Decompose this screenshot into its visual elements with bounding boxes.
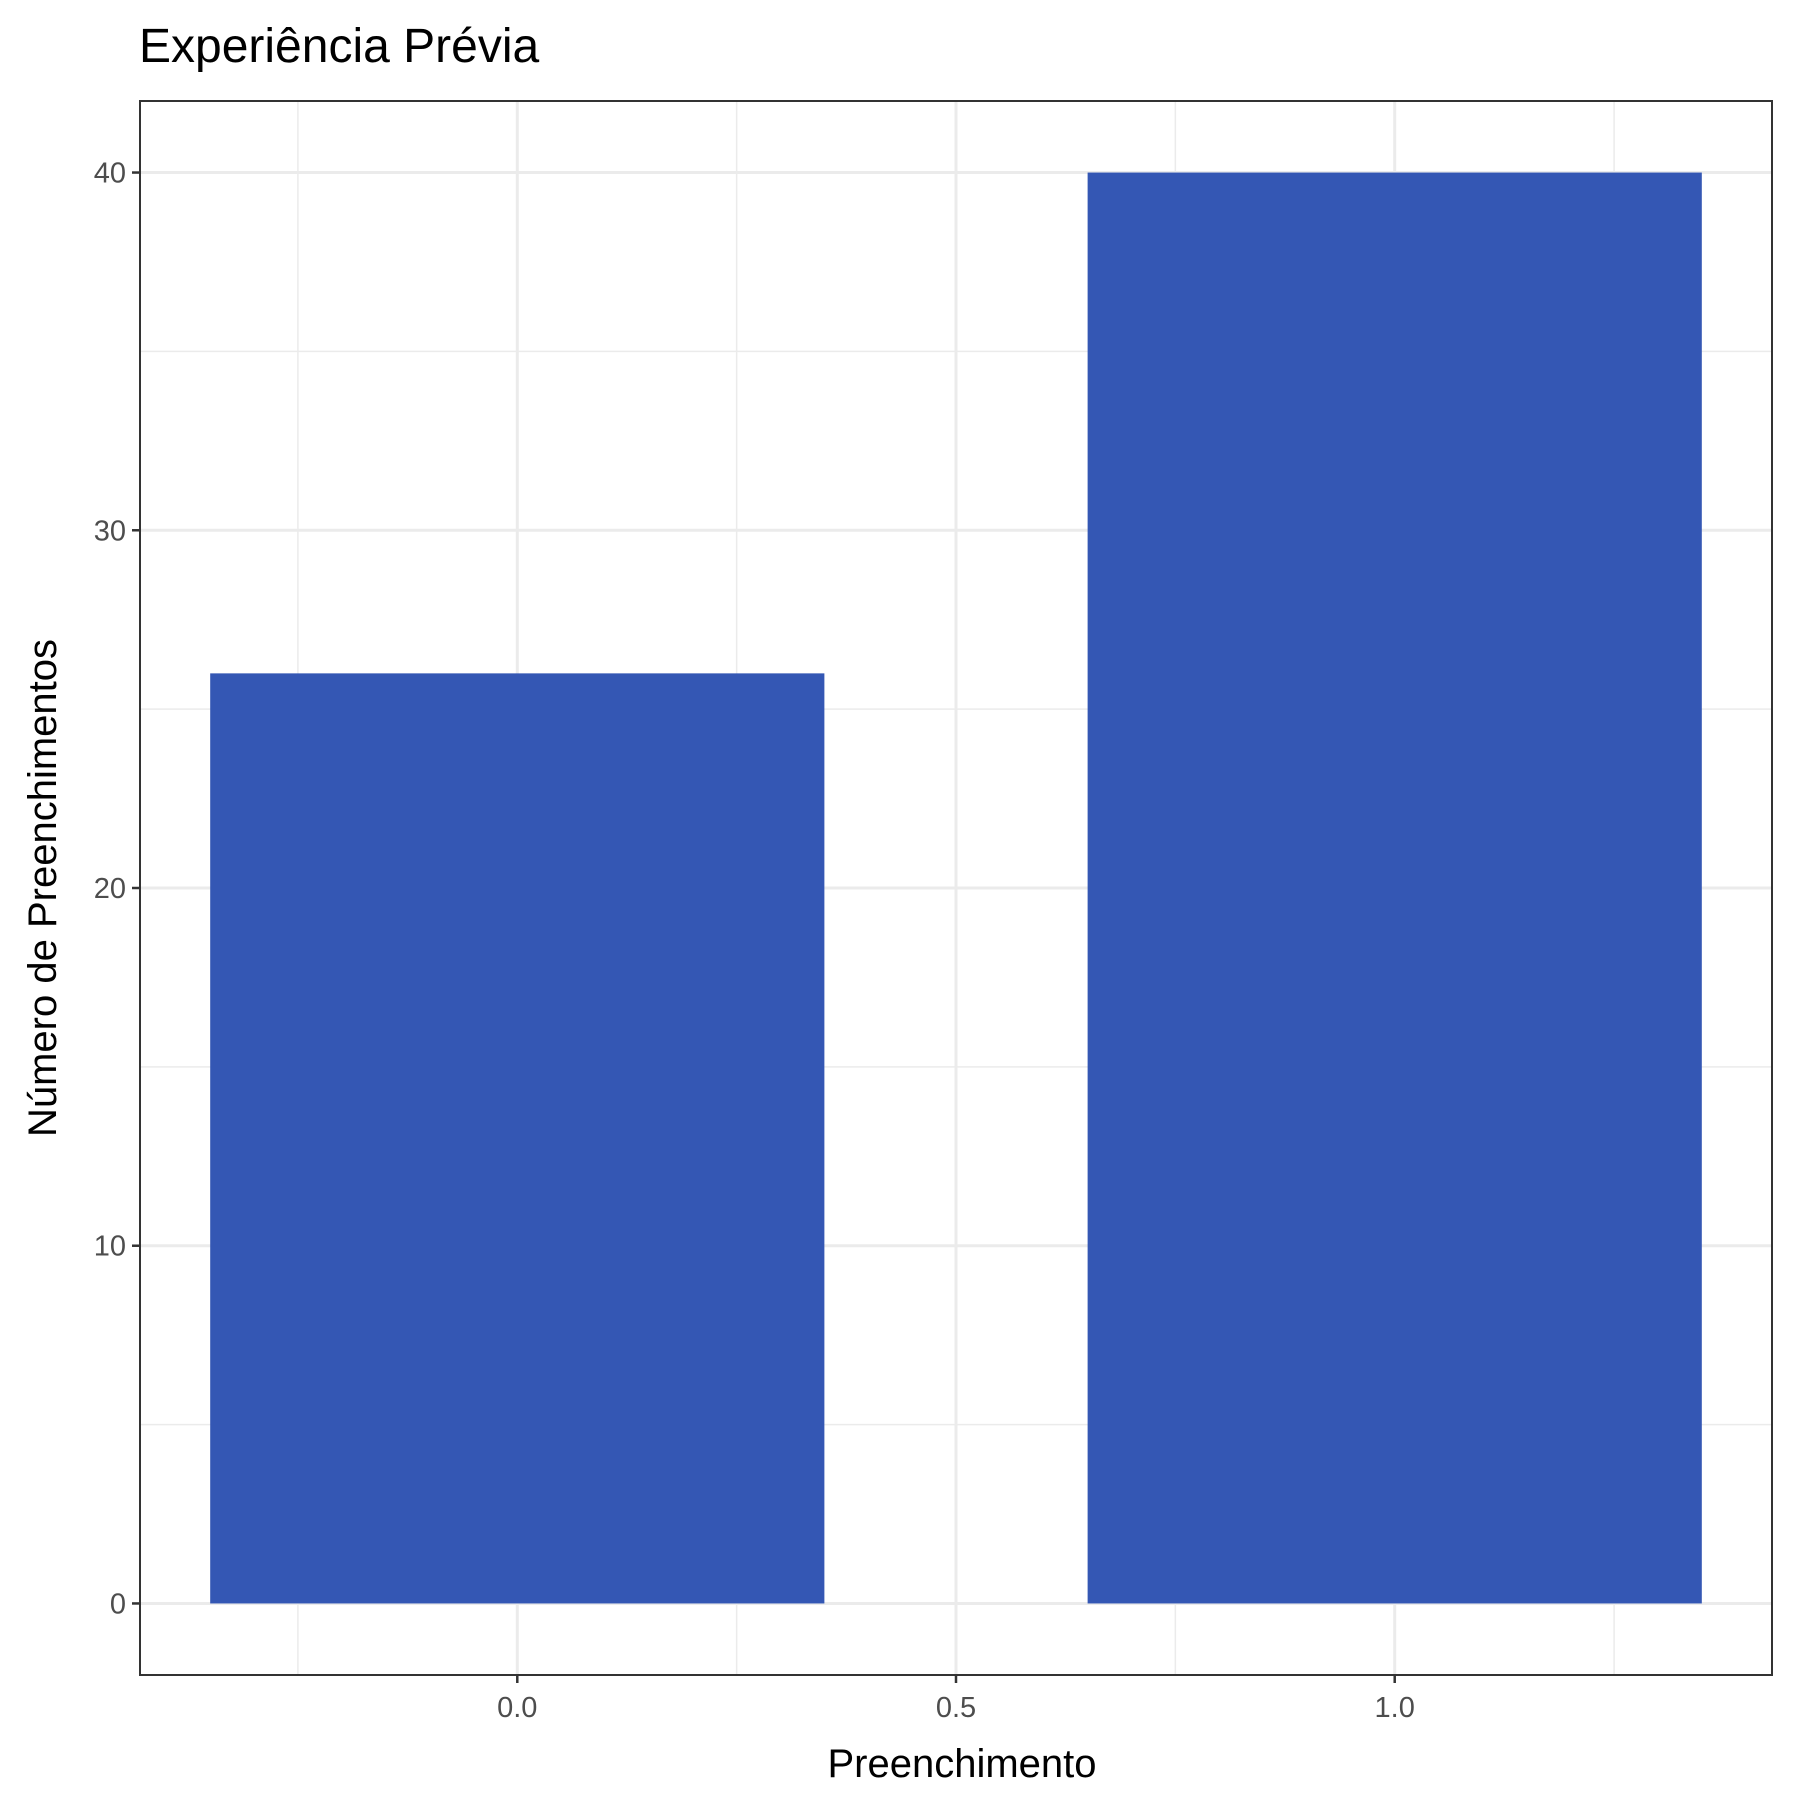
y-tick-label: 20 [94, 873, 126, 905]
y-axis-title: Número de Preenchimentos [21, 639, 65, 1137]
x-axis: 0.0 0.5 1.0 [497, 1675, 1415, 1724]
y-axis: 0 10 20 30 40 [94, 158, 140, 1620]
x-tick-label: 1.0 [1375, 1692, 1415, 1724]
y-tick-label: 0 [110, 1588, 126, 1620]
bars [210, 172, 1702, 1604]
y-tick-label: 40 [94, 158, 126, 190]
x-axis-title: Preenchimento [827, 1742, 1096, 1786]
bar [1087, 172, 1702, 1604]
bar [210, 673, 825, 1604]
x-tick-label: 0.0 [497, 1692, 537, 1724]
y-tick-label: 30 [94, 515, 126, 547]
chart-title: Experiência Prévia [139, 20, 540, 73]
x-tick-label: 0.5 [936, 1692, 976, 1724]
y-tick-label: 10 [94, 1231, 126, 1263]
